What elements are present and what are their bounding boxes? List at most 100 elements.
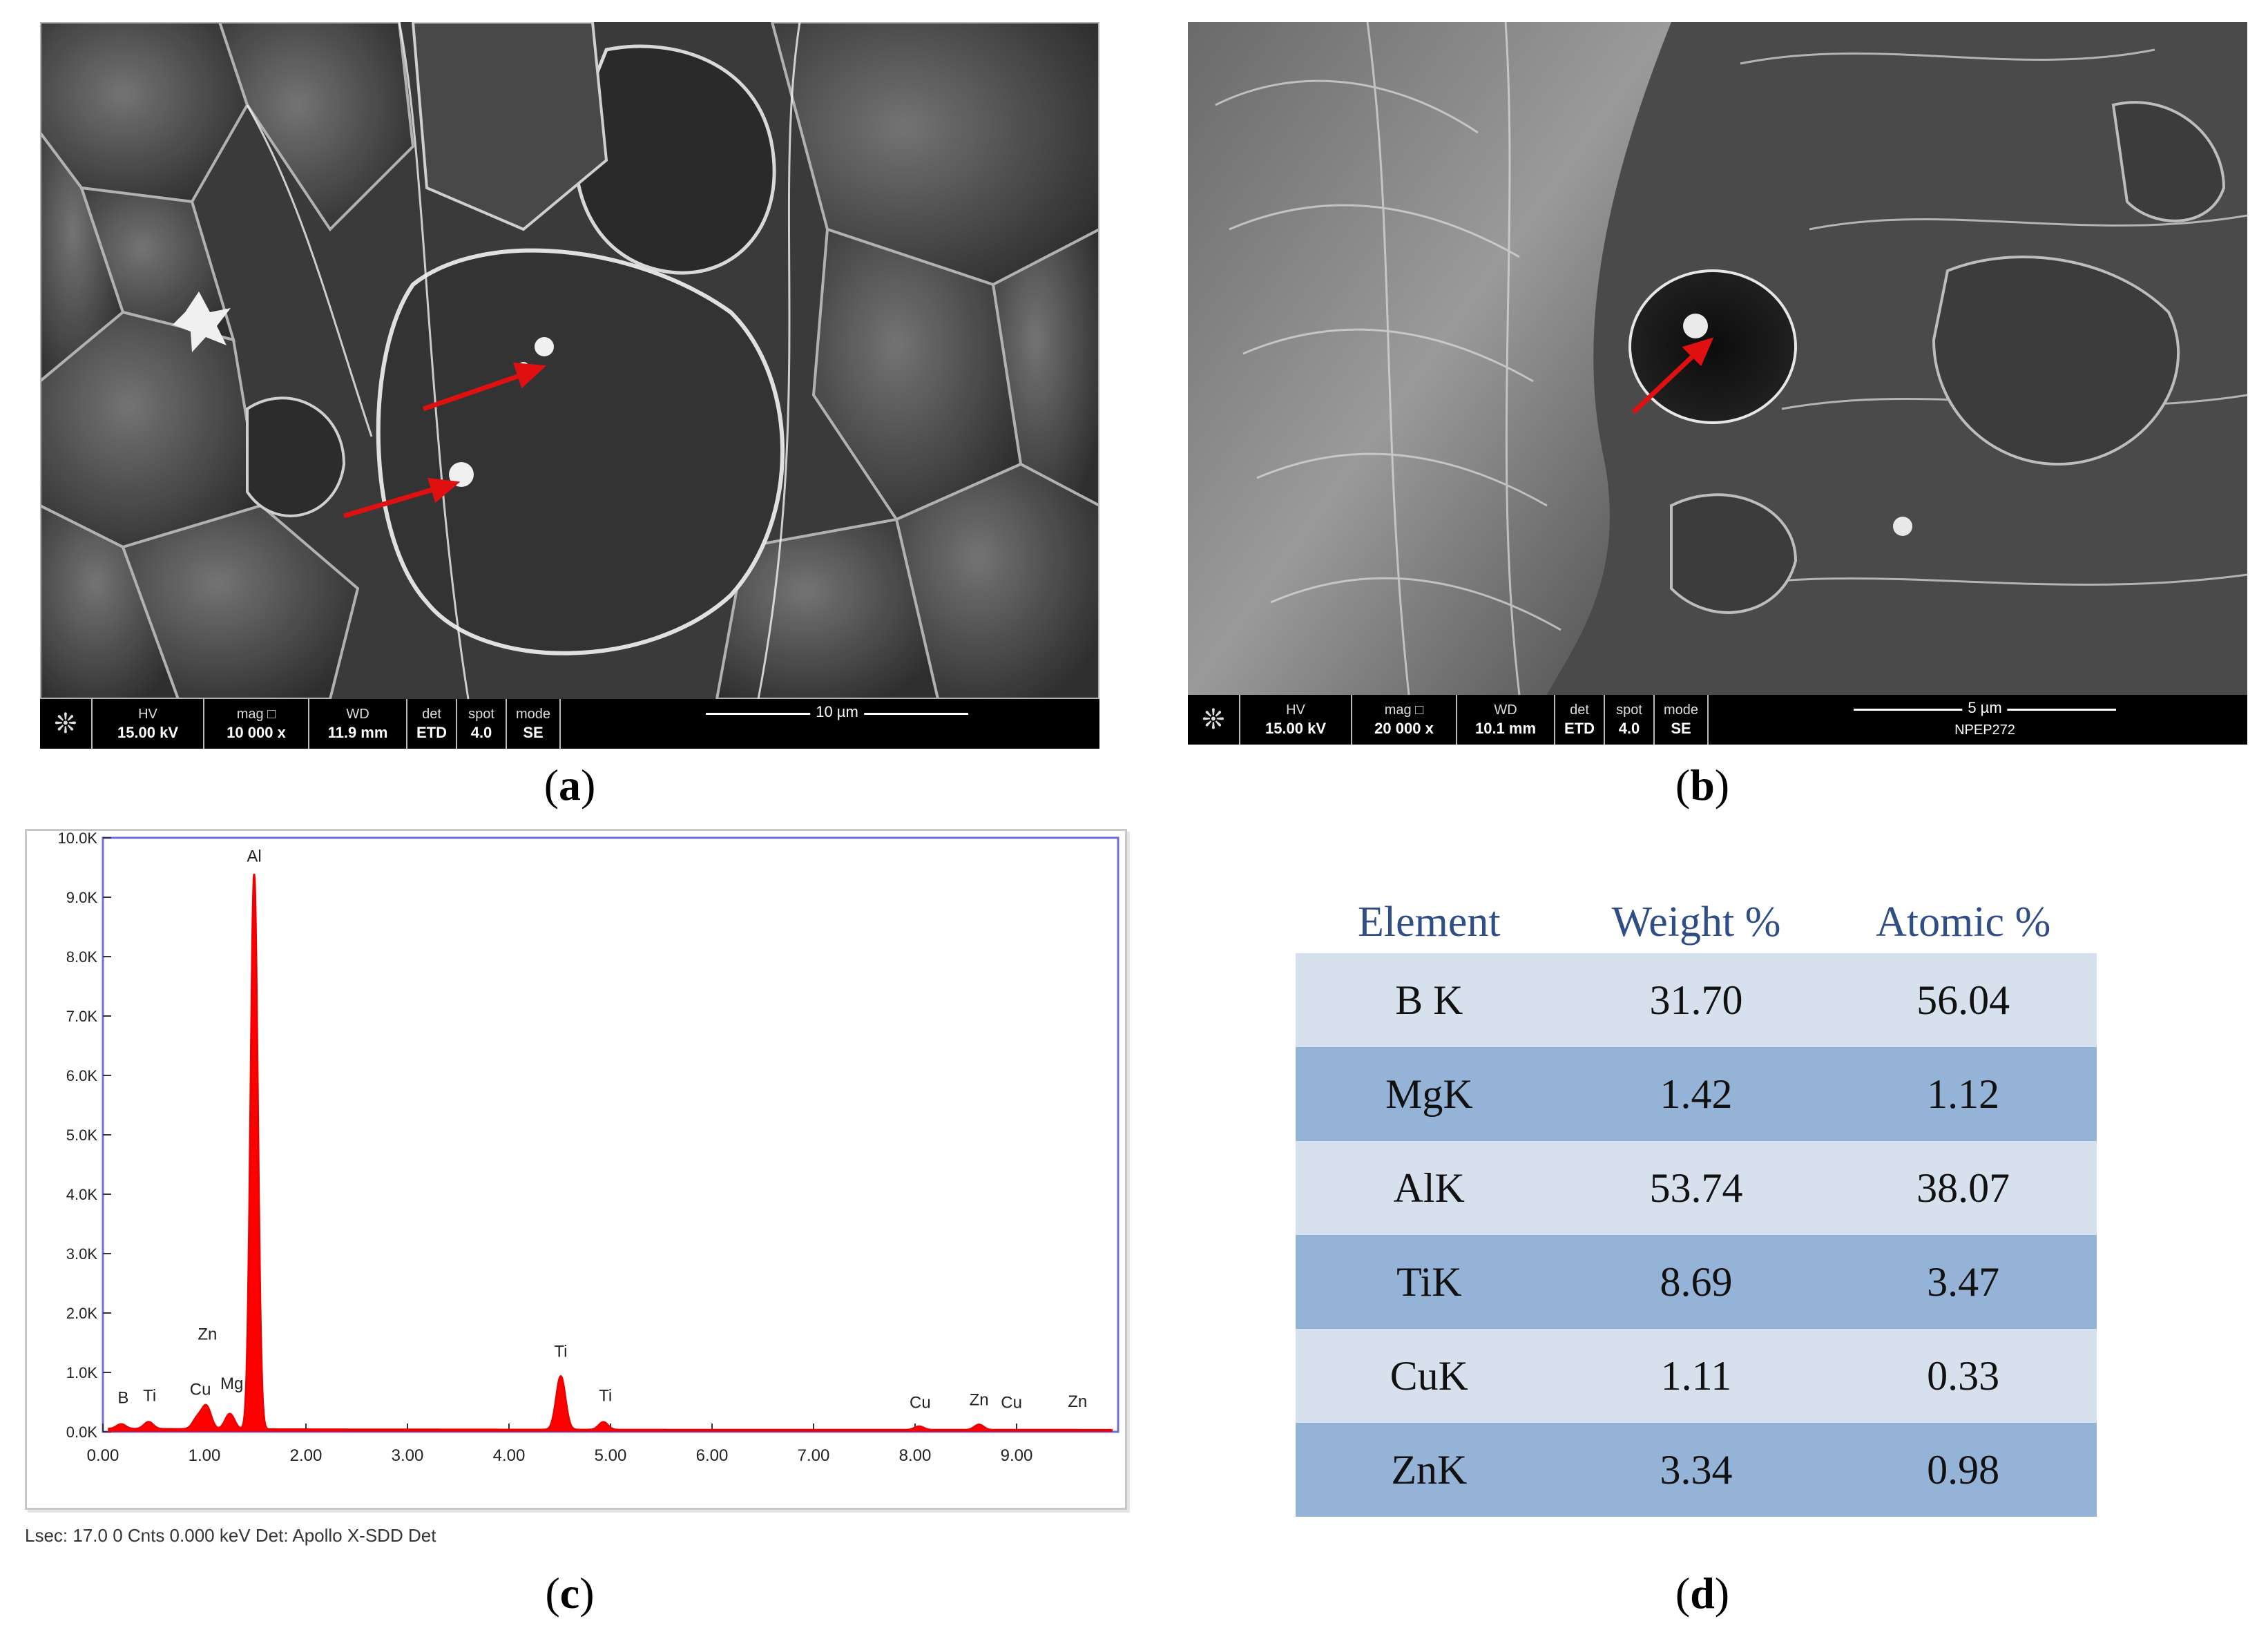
cell-element: MgK (1385, 1071, 1473, 1117)
mag-label: mag □ (1384, 702, 1424, 718)
det-cell: det ETD (407, 699, 457, 749)
y-tick-label: 10.0K (58, 831, 98, 847)
det-value: ETD (416, 724, 447, 741)
x-tick-label: 1.00 (189, 1446, 221, 1465)
mag-cell: mag □ 20 000 x (1352, 695, 1457, 745)
cell-element: CuK (1390, 1352, 1469, 1399)
det-cell: det ETD (1555, 695, 1605, 745)
cell-atomic: 1.12 (1927, 1071, 2000, 1117)
hv-cell: HV 15.00 kV (93, 699, 204, 749)
table-row: MgK 1.42 1.12 (1296, 1047, 2097, 1141)
mag-label: mag □ (236, 707, 276, 722)
hv-value: 15.00 kV (117, 724, 179, 741)
mag-value: 20 000 x (1374, 720, 1434, 737)
y-tick-label: 2.0K (66, 1305, 98, 1322)
mode-value: SE (1671, 720, 1691, 737)
sample-id: NPEP272 (1954, 722, 2015, 738)
mode-cell: mode SE (507, 699, 561, 749)
x-tick-label: 6.00 (696, 1446, 729, 1465)
peak-label-zn: Zn (970, 1390, 989, 1409)
wd-label: WD (1494, 702, 1517, 718)
det-label: det (422, 707, 441, 722)
mag-value: 10 000 x (227, 724, 286, 741)
hv-label: HV (138, 707, 157, 722)
table-row: ZnK 3.34 0.98 (1296, 1423, 2097, 1517)
x-tick-label: 2.00 (290, 1446, 323, 1465)
header-weight: Weight % (1611, 898, 1781, 946)
scale-bar-b: 5 µm NPEP272 (1709, 695, 2247, 745)
peak-label-ti: Ti (143, 1386, 156, 1405)
peak-label-cu: Cu (190, 1381, 211, 1399)
cell-element: AlK (1393, 1165, 1465, 1211)
sem-image-a: ❊ HV 15.00 kV mag □ 10 000 x WD 11.9 mm … (40, 22, 1099, 749)
y-tick-label: 4.0K (66, 1186, 98, 1203)
spot-label: spot (1616, 702, 1642, 718)
wd-value: 10.1 mm (1474, 720, 1537, 737)
peak-label-ti: Ti (554, 1343, 567, 1361)
x-tick-label: 4.00 (493, 1446, 526, 1465)
det-label: det (1570, 702, 1589, 718)
x-tick-label: 5.00 (595, 1446, 627, 1465)
hv-value: 15.00 kV (1265, 720, 1327, 737)
scale-bar-label: 10 µm (810, 703, 864, 721)
cell-atomic: 0.33 (1927, 1352, 2000, 1399)
y-tick-label: 7.0K (66, 1008, 98, 1025)
sem-image-b: ❊ HV 15.00 kV mag □ 20 000 x WD 10.1 mm … (1188, 22, 2247, 745)
caption-c: (c) (545, 1569, 595, 1618)
x-tick-label: 0.00 (87, 1446, 119, 1465)
scale-bar-a: 10 µm (561, 699, 1099, 749)
y-tick-label: 6.0K (66, 1067, 98, 1084)
mode-cell: mode SE (1655, 695, 1709, 745)
y-tick-label: 0.0K (66, 1424, 98, 1441)
table-row: B K 31.70 56.04 (1296, 953, 2097, 1047)
table-header: Element Weight % Atomic % (1296, 891, 2097, 953)
table-row: AlK 53.74 38.07 (1296, 1141, 2097, 1235)
peak-label-zn: Zn (1068, 1392, 1087, 1411)
cell-atomic: 38.07 (1916, 1165, 2010, 1211)
cell-element: B K (1395, 977, 1463, 1023)
y-tick-label: 3.0K (66, 1245, 98, 1263)
x-tick-label: 7.00 (798, 1446, 830, 1465)
caption-d: (d) (1675, 1569, 1730, 1618)
spectrum-line (108, 874, 1113, 1431)
cell-element: ZnK (1391, 1446, 1468, 1493)
cell-weight: 3.34 (1660, 1446, 1733, 1493)
x-tick-label: 9.00 (1001, 1446, 1033, 1465)
eds-spectrum-frame: 0.0K 1.0K 2.0K 3.0K 4.0K 5.0K 6.0K 7.0K 8.0K 9.0K… (25, 829, 1127, 1510)
y-tick-label: 5.0K (66, 1127, 98, 1144)
sem-databar-b: ❊ HV 15.00 kV mag □ 20 000 x WD 10.1 mm … (1188, 695, 2247, 745)
y-tick-label: 9.0K (66, 889, 98, 906)
y-tick-label: 8.0K (66, 948, 98, 966)
mode-value: SE (523, 724, 544, 741)
peak-label-zn: Zn (198, 1325, 217, 1344)
sem-micrograph-b (1188, 22, 2247, 695)
spot-cell: spot 4.0 (1605, 695, 1655, 745)
x-tick-label: 3.00 (392, 1446, 424, 1465)
microscope-logo-icon: ❊ (40, 699, 93, 749)
mode-label: mode (515, 707, 551, 722)
spot-value: 4.0 (470, 724, 492, 741)
table-row: CuK 1.11 0.33 (1296, 1329, 2097, 1423)
cell-atomic: 3.47 (1927, 1258, 2000, 1305)
header-element: Element (1358, 898, 1501, 946)
cell-weight: 31.70 (1649, 977, 1743, 1023)
wd-value: 11.9 mm (327, 724, 388, 741)
cell-weight: 1.42 (1660, 1071, 1733, 1117)
hv-cell: HV 15.00 kV (1240, 695, 1352, 745)
peak-label-cu: Cu (910, 1394, 931, 1412)
sem-micrograph-a (40, 22, 1099, 699)
spot-label: spot (468, 707, 494, 722)
eds-spectrum-chart: 0.0K 1.0K 2.0K 3.0K 4.0K 5.0K 6.0K 7.0K 8.0K 9.0K… (58, 830, 1119, 1465)
mag-cell: mag □ 10 000 x (204, 699, 309, 749)
microscope-logo-icon: ❊ (1188, 695, 1240, 745)
peak-label-cu: Cu (1001, 1394, 1022, 1412)
caption-b: (b) (1675, 760, 1730, 809)
cell-element: TiK (1396, 1258, 1462, 1305)
hv-label: HV (1286, 702, 1305, 718)
peak-label-ti: Ti (599, 1386, 612, 1405)
peak-label-b: B (117, 1389, 128, 1408)
peak-label-mg: Mg (220, 1374, 243, 1393)
wd-cell: WD 10.1 mm (1457, 695, 1555, 745)
table-row: TiK 8.69 3.47 (1296, 1235, 2097, 1329)
wd-label: WD (346, 707, 369, 722)
